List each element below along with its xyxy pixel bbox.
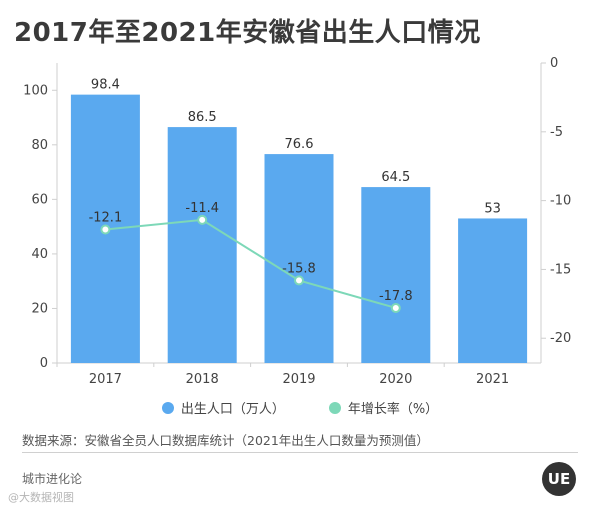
x-tick-label: 2021	[476, 372, 509, 387]
y-right-tick-label: -20	[550, 331, 571, 346]
legend-item-births[interactable]: 出生人口（万人）	[161, 398, 285, 417]
bar	[167, 127, 237, 363]
bar-value-label: 86.5	[188, 110, 217, 125]
y-left-tick-label: 80	[31, 138, 48, 153]
y-right-tick-label: -10	[550, 194, 571, 209]
x-tick-label: 2019	[282, 372, 315, 387]
chart-legend: 出生人口（万人） 年增长率（%）	[0, 398, 600, 417]
bar-value-label: 76.6	[285, 137, 314, 152]
x-tick-label: 2017	[89, 372, 122, 387]
bar	[361, 187, 431, 363]
data-source-note: 数据来源：安徽省全员人口数据库统计（2021年出生人口数量为预测值）	[22, 433, 429, 448]
bar	[458, 218, 528, 363]
footer-brand: 城市进化论	[22, 472, 83, 486]
x-tick-label: 2018	[186, 372, 219, 387]
growth-rate-point	[100, 224, 111, 235]
y-left-tick-label: 20	[31, 301, 48, 316]
legend-dot-growth-icon	[328, 401, 341, 414]
y-left-tick-label: 40	[31, 247, 48, 262]
y-right-tick-label: 0	[550, 56, 558, 71]
bar-value-label: 98.4	[91, 78, 120, 93]
legend-dot-births-icon	[161, 401, 174, 414]
growth-rate-label: -15.8	[282, 261, 316, 276]
legend-label-births: 出生人口（万人）	[180, 402, 285, 417]
y-left-tick-label: 60	[31, 192, 48, 207]
x-tick-label: 2020	[379, 372, 412, 387]
logo-icon: UE	[542, 462, 576, 496]
y-right-tick-label: -5	[550, 125, 563, 140]
legend-item-growth[interactable]: 年增长率（%）	[328, 398, 439, 417]
growth-rate-label: -12.1	[89, 211, 123, 226]
growth-rate-point	[390, 302, 401, 313]
page-title: 2017年至2021年安徽省出生人口情况	[14, 18, 481, 48]
y-left-tick-label: 100	[23, 83, 48, 98]
growth-rate-label: -11.4	[185, 201, 219, 216]
watermark-text: @大数据视图	[8, 491, 74, 504]
bar-value-label: 53	[484, 201, 501, 216]
bar-value-label: 64.5	[381, 170, 410, 185]
bar-line-chart: 0 20 40 60 80 100 0 -5 -10 -15 -20 98.4 2017 86.5 2018…	[23, 56, 571, 387]
growth-rate-label: -17.8	[379, 289, 413, 304]
growth-rate-point	[197, 214, 208, 225]
bar	[264, 154, 334, 363]
legend-label-growth: 年增长率（%）	[347, 402, 439, 417]
growth-rate-line	[105, 218, 397, 309]
y-left-tick-label: 0	[40, 356, 48, 371]
y-right-tick-label: -15	[550, 262, 571, 277]
footer-divider	[22, 452, 578, 453]
growth-rate-point	[294, 275, 304, 286]
